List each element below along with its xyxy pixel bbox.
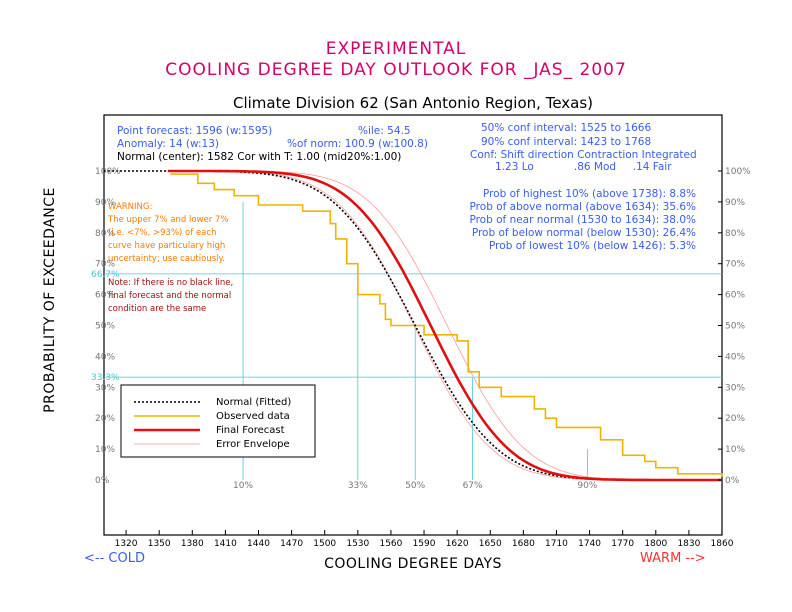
x-tick-label-1500: 1500 xyxy=(313,539,336,549)
prob-highest-text: Prob of highest 10% (above 1738): 8.8% xyxy=(483,188,696,200)
normal-center-text: Normal (center): 1582 Cor with T: 1.00 (… xyxy=(117,151,401,163)
percentile-text: %ile: 54.5 xyxy=(358,125,411,137)
y-tick-left-0: 0% xyxy=(95,476,110,486)
x-tick-label-1410: 1410 xyxy=(214,539,237,549)
y-tick-left-80: 80% xyxy=(95,229,115,239)
prob-above-text: Prob of above normal (above 1634): 35.6% xyxy=(470,201,696,213)
title-experimental: EXPERIMENTAL xyxy=(326,39,467,59)
legend-normal-label: Normal (Fitted) xyxy=(216,397,291,408)
pct-of-norm-text: %of norm: 100.9 (w:100.8) xyxy=(287,138,428,150)
x-tick-label-1650: 1650 xyxy=(479,539,502,549)
x-tick-label-1740: 1740 xyxy=(578,539,601,549)
point-forecast-text: Point forecast: 1596 (w:1595) xyxy=(117,125,272,137)
x-tick-label-1770: 1770 xyxy=(611,539,634,549)
y-tick-left-100: 100% xyxy=(95,167,121,177)
y-tick-right-30: 30% xyxy=(725,383,745,393)
y-tick-right-70: 70% xyxy=(725,260,745,270)
warning-line-3: (i.e. <7%, >93%) of each xyxy=(108,228,216,238)
percentile-label-4: 90% xyxy=(577,481,597,491)
legend-envelope-label: Error Envelope xyxy=(216,439,290,450)
note-line-2: final forecast and the normal xyxy=(108,291,231,301)
y-tick-left-20: 20% xyxy=(95,414,115,424)
x-tick-label-1800: 1800 xyxy=(644,539,667,549)
warning-line-5: uncertainty; use cautiously. xyxy=(108,254,225,264)
y-tick-right-50: 50% xyxy=(725,322,745,332)
x-tick-label-1860: 1860 xyxy=(711,539,734,549)
conf50-text: 50% conf interval: 1525 to 1666 xyxy=(481,122,651,134)
y-tick-right-40: 40% xyxy=(725,352,745,362)
percentile-label-3: 67% xyxy=(463,481,483,491)
x-axis-title: COOLING DEGREE DAYS xyxy=(324,556,502,572)
y-tick-right-60: 60% xyxy=(725,291,745,301)
y-tick-left-90: 90% xyxy=(95,198,115,208)
cold-label: <-- COLD xyxy=(84,551,145,566)
y-tick-left-40: 40% xyxy=(95,352,115,362)
x-tick-label-1440: 1440 xyxy=(247,539,270,549)
percentile-label-1: 33% xyxy=(348,481,368,491)
x-tick-label-1530: 1530 xyxy=(346,539,369,549)
legend-final-label: Final Forecast xyxy=(216,425,285,436)
note-line-1: Note: If there is no black line, xyxy=(108,278,233,288)
percentile-label-2: 50% xyxy=(405,481,425,491)
prob-lowest-text: Prob of lowest 10% (below 1426): 5.3% xyxy=(489,240,696,252)
x-tick-label-1380: 1380 xyxy=(181,539,204,549)
warning-line-4: curve have particulary high xyxy=(108,241,225,251)
conf-header-text: Conf: Shift direction Contraction Integr… xyxy=(470,149,697,161)
x-tick-label-1830: 1830 xyxy=(677,539,700,549)
y-tick-right-90: 90% xyxy=(725,198,745,208)
y-tick-left-60: 60% xyxy=(95,291,115,301)
y-tick-right-0: 0% xyxy=(725,476,740,486)
chart-title: COOLING DEGREE DAY OUTLOOK FOR _JAS_ 200… xyxy=(165,60,627,80)
x-tick-label-1680: 1680 xyxy=(512,539,535,549)
prob-below-text: Prob of below normal (below 1530): 26.4% xyxy=(472,227,696,239)
note-line-3: condition are the same xyxy=(108,304,206,314)
cdd-outlook-chart: EXPERIMENTAL COOLING DEGREE DAY OUTLOOK … xyxy=(0,0,792,612)
y-tick-left-30: 30% xyxy=(95,383,115,393)
chart-subtitle: Climate Division 62 (San Antonio Region,… xyxy=(233,94,593,112)
conf-values-text: 1.23 Lo .86 Mod .14 Fair xyxy=(495,161,672,173)
warm-label: WARM --> xyxy=(640,551,706,566)
prob-near-text: Prob of near normal (1530 to 1634): 38.0… xyxy=(469,214,696,226)
x-tick-label-1590: 1590 xyxy=(413,539,436,549)
percentile-label-0: 10% xyxy=(233,481,253,491)
y-tick-left-70: 70% xyxy=(95,260,115,270)
y-tick-right-100: 100% xyxy=(725,167,751,177)
x-tick-label-1710: 1710 xyxy=(545,539,568,549)
anomaly-text: Anomaly: 14 (w:13) xyxy=(117,138,219,150)
y-tick-left-10: 10% xyxy=(95,445,115,455)
x-tick-label-1620: 1620 xyxy=(446,539,469,549)
y-tick-right-80: 80% xyxy=(725,229,745,239)
x-tick-label-1350: 1350 xyxy=(148,539,171,549)
y-tick-right-10: 10% xyxy=(725,445,745,455)
x-tick-label-1560: 1560 xyxy=(379,539,402,549)
warning-line-2: The upper 7% and lower 7% xyxy=(107,215,228,225)
y-tick-left-50: 50% xyxy=(95,322,115,332)
reference-label-low: 33.3% xyxy=(91,373,120,383)
x-tick-label-1320: 1320 xyxy=(115,539,138,549)
legend-observed-label: Observed data xyxy=(216,411,290,422)
y-tick-right-20: 20% xyxy=(725,414,745,424)
y-axis-title: PROBABILITY OF EXCEEDANCE xyxy=(42,187,58,413)
x-tick-label-1470: 1470 xyxy=(280,539,303,549)
conf90-text: 90% conf interval: 1423 to 1768 xyxy=(481,136,651,148)
